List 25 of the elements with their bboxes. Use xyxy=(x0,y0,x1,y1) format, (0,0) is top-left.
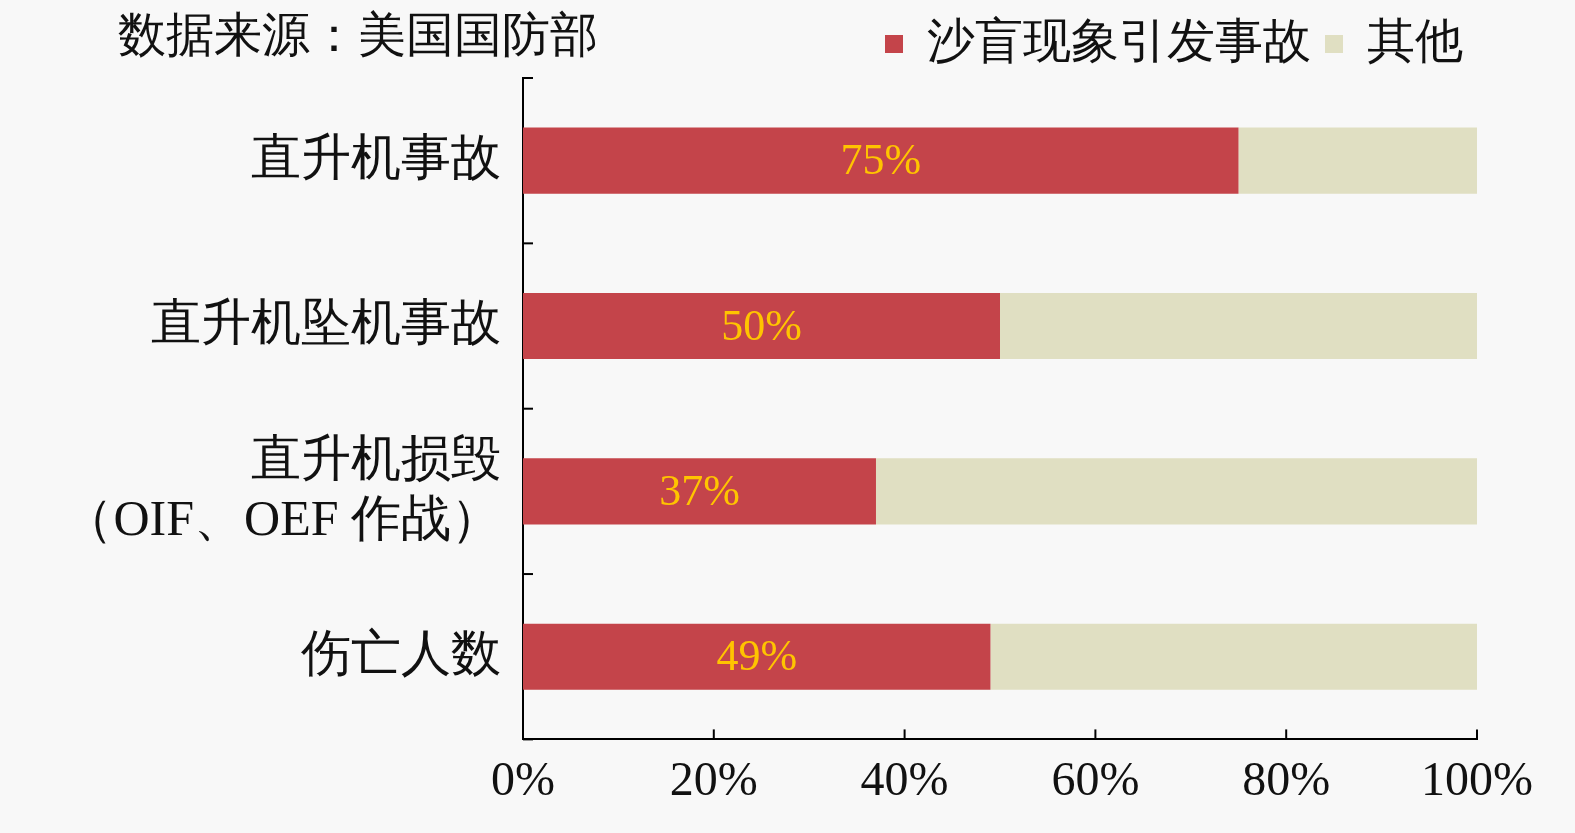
x-tick-label: 100% xyxy=(1421,751,1533,805)
y-tick-label: 直升机损毁（OIF、OEF 作战） xyxy=(63,429,501,546)
x-tick-label: 0% xyxy=(491,751,555,805)
y-tick-label: 伤亡人数 xyxy=(301,624,501,681)
bar xyxy=(523,292,1000,360)
legend-label: 沙盲现象引发事故 xyxy=(927,13,1311,67)
source-note: 数据来源：美国国防部 xyxy=(118,7,598,61)
data-label: 75% xyxy=(840,135,922,185)
bar xyxy=(1000,292,1477,360)
bar xyxy=(523,127,1239,194)
legend-label: 其他 xyxy=(1367,13,1463,67)
data-label: 49% xyxy=(716,631,798,681)
x-tick-label: 60% xyxy=(1051,751,1140,805)
bar xyxy=(523,623,991,690)
bar xyxy=(1238,127,1477,194)
bar xyxy=(523,458,876,525)
y-tick-label: 直升机坠机事故 xyxy=(151,294,501,351)
x-tick-label: 20% xyxy=(669,751,758,805)
y-tick-label: 直升机事故 xyxy=(251,128,501,185)
data-label: 50% xyxy=(721,300,802,350)
x-tick-label: 80% xyxy=(1242,751,1331,805)
data-label: 37% xyxy=(659,465,740,515)
bar xyxy=(875,458,1477,525)
bar xyxy=(990,623,1477,690)
x-tick-label: 40% xyxy=(860,751,949,805)
